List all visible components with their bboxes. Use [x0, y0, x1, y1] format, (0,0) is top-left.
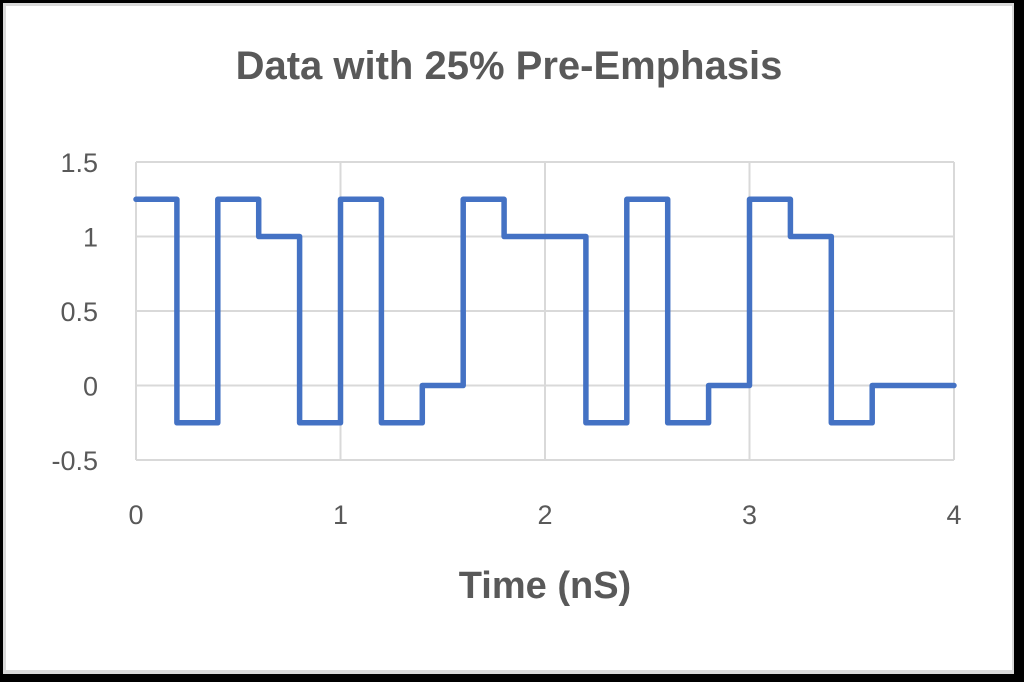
x-tick-label: 3 [742, 500, 757, 530]
y-tick-label: 0 [83, 372, 98, 402]
x-tick-label: 0 [128, 500, 143, 530]
x-axis-tick-labels: 0 1 2 3 4 [128, 500, 961, 530]
x-tick-label: 1 [333, 500, 348, 530]
y-tick-label: 1.5 [60, 148, 98, 178]
y-tick-label: 1 [83, 223, 98, 253]
y-tick-label: 0.5 [60, 297, 98, 327]
x-axis-title: Time (nS) [459, 565, 631, 607]
y-tick-label: -0.5 [51, 446, 98, 476]
y-axis-tick-labels: 1.5 1 0.5 0 -0.5 [51, 148, 98, 476]
chart-title: Data with 25% Pre-Emphasis [235, 44, 783, 88]
data-series-line [133, 196, 957, 426]
x-tick-label: 2 [537, 500, 552, 530]
chart-area [6, 6, 1012, 670]
x-tick-label: 4 [946, 500, 961, 530]
